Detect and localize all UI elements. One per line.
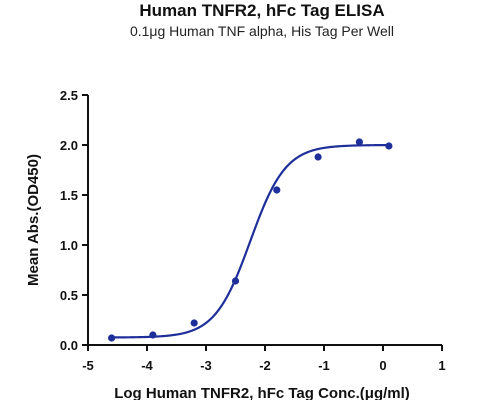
y-axis-label: Mean Abs.(OD450)	[25, 154, 42, 286]
x-tick-label: -1	[318, 358, 330, 373]
data-point	[108, 334, 116, 342]
data-point	[190, 319, 198, 327]
y-tick-label: 1.5	[60, 188, 78, 203]
x-tick-label: -4	[141, 358, 153, 373]
y-tick-label: 0.5	[60, 288, 78, 303]
fit-curve-layer	[111, 143, 389, 339]
y-tick-label: 1.0	[60, 238, 78, 253]
data-point	[231, 277, 240, 285]
x-axis-label: Log Human TNFR2, hFc Tag Conc.(μg/ml)	[114, 385, 410, 400]
y-tick-label: 2.0	[60, 138, 78, 153]
chart-subtitle: 0.1μg Human TNF alpha, His Tag Per Well	[130, 23, 394, 39]
data-point	[314, 153, 322, 161]
data-point	[149, 331, 157, 339]
y-tick-label: 2.5	[60, 88, 78, 103]
x-tick-label: -2	[259, 358, 271, 373]
data-points	[108, 138, 393, 342]
chart-title: Human TNFR2, hFc Tag ELISA	[139, 1, 384, 20]
data-point	[355, 138, 363, 146]
data-point	[273, 186, 281, 194]
axes: 0.0 0.5 1.0 1.5 2.0 2.5 -5 -4 -3 -2 -1 0 1	[60, 88, 446, 373]
x-tick-label: 0	[379, 358, 386, 373]
x-tick-label: -5	[82, 358, 94, 373]
x-tick-label: 1	[438, 358, 445, 373]
data-point	[385, 142, 393, 150]
x-tick-label: -3	[200, 358, 212, 373]
fit-curve	[111, 143, 389, 339]
y-tick-label: 0.0	[60, 338, 78, 353]
